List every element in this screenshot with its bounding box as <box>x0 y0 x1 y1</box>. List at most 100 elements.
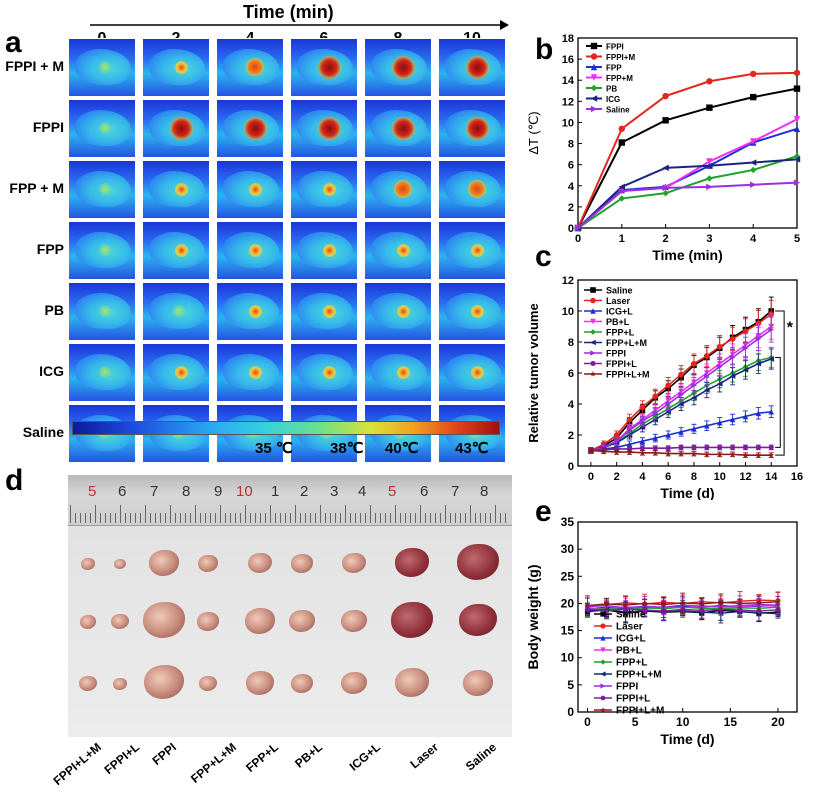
data-point <box>755 444 762 450</box>
temperature-colorbar <box>72 421 500 435</box>
time-arrow <box>90 20 509 30</box>
panel-a-letter: a <box>5 26 22 59</box>
series-FPPI <box>588 316 775 454</box>
legend-label: FPP+L <box>606 328 635 338</box>
legend-label: FPPI+M <box>606 53 635 62</box>
row-label-5: ICG <box>39 363 64 379</box>
data-point <box>750 166 757 174</box>
legend-marker <box>590 84 598 92</box>
thermal-cell-r5-c1 <box>142 343 210 402</box>
tumor-r2-c2 <box>144 665 184 699</box>
data-point <box>716 343 723 350</box>
legend-marker <box>590 339 596 346</box>
ruler-tick <box>255 513 256 523</box>
ruler-tick <box>355 513 356 523</box>
data-point <box>703 451 710 457</box>
time-axis-title: Time (min) <box>243 2 334 22</box>
legend-marker <box>600 683 606 689</box>
ruler-tick <box>90 513 91 523</box>
series-FPPI+L+M <box>587 447 775 458</box>
thermal-cell-r0-c4 <box>364 38 432 97</box>
series-line <box>577 87 798 229</box>
ruler-tick <box>450 513 451 523</box>
legend-marker <box>590 361 596 366</box>
chart-b-x-axis-label: Time (min) <box>652 247 723 263</box>
ruler-tick <box>330 513 331 523</box>
chart-e-x-axis-label: Time (d) <box>660 731 714 747</box>
x-tick-label: 4 <box>639 471 646 483</box>
tumor-r2-c6 <box>341 672 367 695</box>
ruler-tick <box>240 513 241 523</box>
legend-label: Laser <box>616 622 643 633</box>
chart-e-legend: SalineLaserICG+LPB+LFPP+LFPP+L+MFPPIFPPI… <box>594 610 664 717</box>
ruler-tick <box>245 505 246 523</box>
ruler-tick <box>130 513 131 523</box>
legend-label: PB+L <box>606 317 630 327</box>
ruler-tick <box>235 513 236 523</box>
legend-marker <box>600 707 606 713</box>
y-tick-label: 4 <box>568 181 575 193</box>
y-tick-label: 18 <box>562 33 574 45</box>
x-tick-label: 10 <box>714 471 726 483</box>
series-PB <box>574 153 801 232</box>
legend-marker <box>600 647 606 653</box>
heat-spot <box>169 116 193 140</box>
ruler-tick <box>165 513 166 523</box>
ruler-tick <box>250 513 251 523</box>
y-tick-label: 35 <box>561 515 575 529</box>
thermal-cell-r0-c0 <box>68 38 136 97</box>
legend-marker <box>590 63 598 71</box>
ruler-tick <box>405 513 406 523</box>
heat-spot <box>396 365 410 379</box>
ruler-number: 8 <box>480 483 489 500</box>
data-point <box>662 117 669 124</box>
data-point <box>678 429 684 435</box>
data-point <box>750 93 757 101</box>
ruler-tick <box>225 513 226 523</box>
ruler-tick <box>140 513 141 523</box>
x-tick-label: 8 <box>691 471 697 483</box>
y-tick-label: 14 <box>562 75 575 87</box>
x-tick-label: 0 <box>575 233 581 245</box>
heat-spot <box>99 122 111 134</box>
data-point <box>618 183 625 191</box>
heat-spot <box>470 243 484 257</box>
ruler-tick <box>465 513 466 523</box>
x-tick-label: 5 <box>632 715 639 729</box>
series-line <box>577 181 798 229</box>
ruler-tick <box>290 513 291 523</box>
series-FPP <box>574 125 801 232</box>
legend-marker <box>600 659 606 665</box>
ruler-tick <box>150 513 151 523</box>
x-tick-label: 20 <box>771 715 785 729</box>
tumor-r1-c7 <box>391 602 433 638</box>
data-point <box>691 395 697 401</box>
thermal-cell-r5-c2 <box>216 343 284 402</box>
y-tick-label: 4 <box>568 399 575 411</box>
heat-spot <box>317 55 341 79</box>
x-tick-label: 1 <box>619 233 625 245</box>
ruler-tick <box>310 513 311 523</box>
legend-marker <box>590 105 598 113</box>
tumor-r0-c5 <box>291 554 313 573</box>
data-point <box>706 158 713 165</box>
data-point <box>729 451 736 457</box>
ruler-tick <box>295 505 296 523</box>
y-tick-label: 10 <box>562 306 574 318</box>
data-point <box>626 448 633 455</box>
data-point <box>706 183 713 191</box>
data-point <box>678 450 684 457</box>
panel-b-letter: b <box>535 33 554 66</box>
legend-marker <box>590 318 596 325</box>
data-point <box>768 444 775 450</box>
heat-spot <box>465 116 489 140</box>
x-tick-label: 16 <box>791 471 803 483</box>
data-point <box>742 452 749 458</box>
data-point <box>716 444 723 450</box>
data-point <box>742 413 749 420</box>
heat-spot <box>248 182 262 196</box>
ruler-tick <box>115 513 116 523</box>
data-point <box>768 408 775 415</box>
ruler-tick <box>315 513 316 523</box>
data-point <box>755 360 762 367</box>
